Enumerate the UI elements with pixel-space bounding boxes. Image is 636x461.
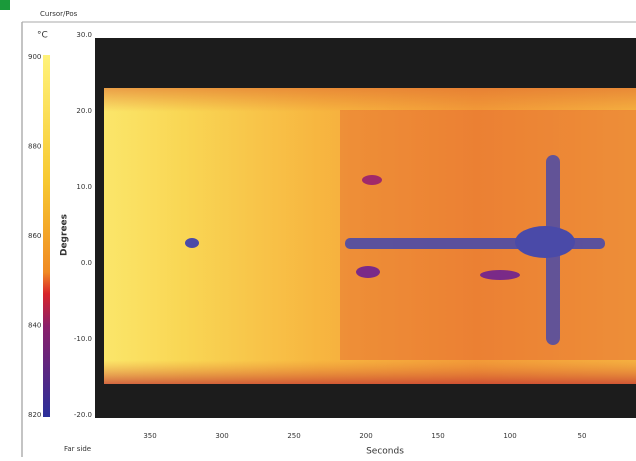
colorbar	[43, 55, 50, 417]
y-tick-label: -10.0	[74, 335, 92, 343]
x-axis-label: Seconds	[366, 447, 404, 457]
cold-spot	[362, 175, 382, 185]
y-axis-label: Degrees	[60, 214, 70, 256]
x-tick-label: 350	[143, 432, 156, 440]
footer-side: Far side	[64, 445, 91, 453]
x-tick-label: 150	[431, 432, 444, 440]
cold-spot	[480, 270, 520, 280]
cold-spots	[185, 155, 605, 345]
y-tick-label: 30.0	[76, 31, 92, 39]
x-tick-label: 200	[359, 432, 372, 440]
x-tick-label: 50	[578, 432, 587, 440]
colorbar-label: 840	[28, 322, 41, 330]
y-tick-label: 0.0	[81, 259, 92, 267]
x-tick-label: 300	[215, 432, 228, 440]
y-tick-label: 10.0	[76, 183, 92, 191]
y-tick-label: -20.0	[74, 411, 92, 419]
colorbar-label: 860	[28, 232, 41, 240]
x-tick-label: 250	[287, 432, 300, 440]
header-title: Cursor/Pos	[40, 10, 78, 18]
status-indicator	[0, 0, 10, 10]
colorbar-label: 880	[28, 143, 41, 151]
y-tick-label: 20.0	[76, 107, 92, 115]
unit-label: °C	[37, 31, 48, 41]
colorbar-label: 820	[28, 411, 41, 419]
x-tick-label: 100	[503, 432, 516, 440]
cold-spot	[515, 226, 575, 258]
cold-streak	[546, 155, 560, 345]
cold-spot	[356, 266, 380, 278]
hot-region	[340, 110, 636, 360]
cold-spot	[185, 238, 199, 248]
colorbar-label: 900	[28, 53, 41, 61]
